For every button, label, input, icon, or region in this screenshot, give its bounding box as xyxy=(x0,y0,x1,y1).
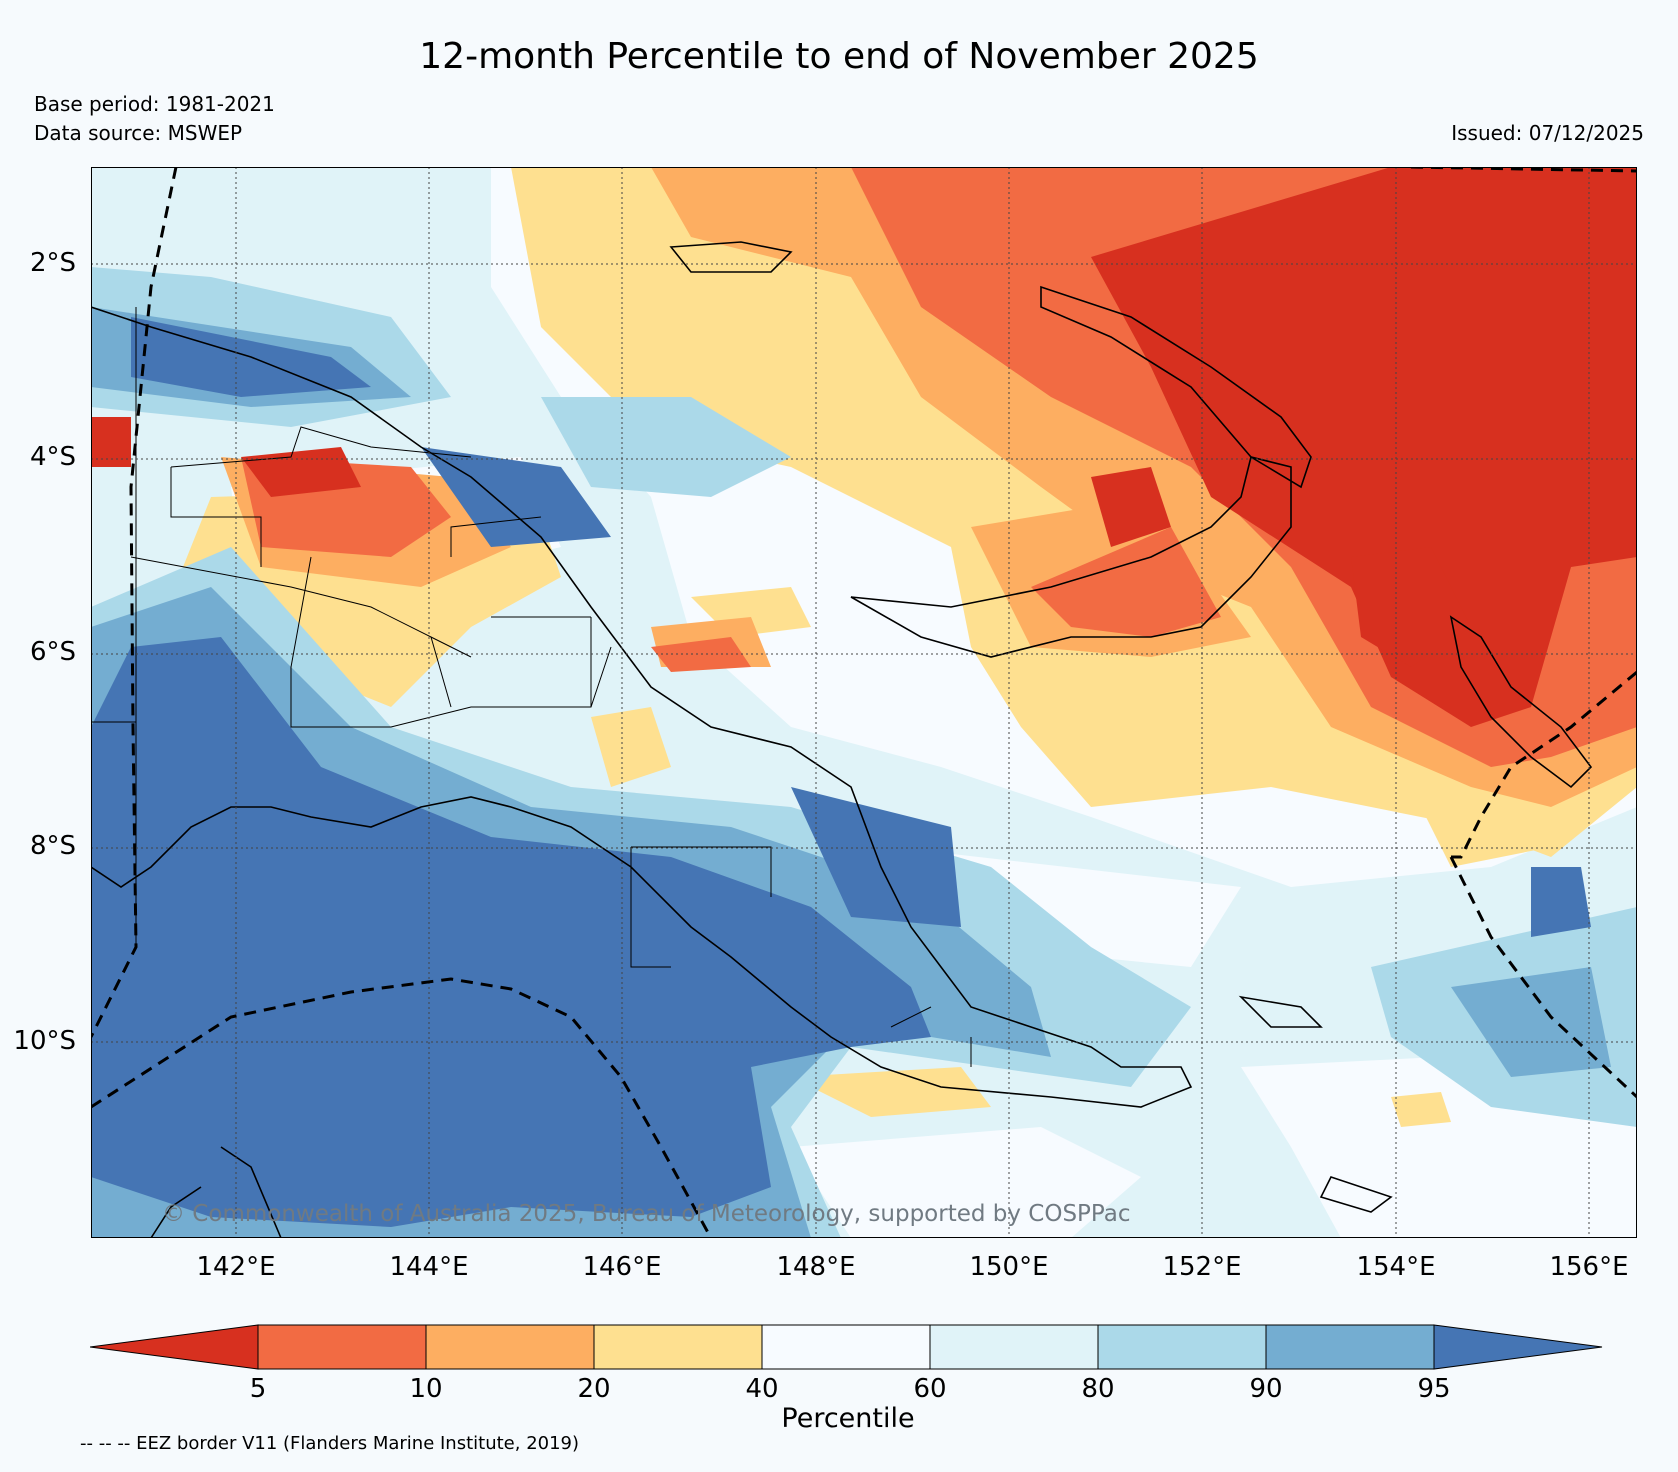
issued-date-text: Issued: 07/12/2025 xyxy=(1451,121,1644,145)
colorbar-segment-60-80 xyxy=(929,1324,1099,1370)
colorbar-segment-20-40 xyxy=(593,1324,763,1370)
lon-label-146e: 146°E xyxy=(582,1252,662,1282)
colorbar-segment-80-90 xyxy=(1097,1324,1267,1370)
percentile-map xyxy=(91,167,1637,1238)
colorbar-label: Percentile xyxy=(781,1403,915,1434)
colorbar xyxy=(90,1324,1603,1370)
colorbar-segment-90-95 xyxy=(1265,1324,1435,1370)
data-source-text: Data source: MSWEP xyxy=(34,121,243,145)
colorbar-segment-5-10 xyxy=(257,1324,427,1370)
base-period-text: Base period: 1981-2021 xyxy=(34,92,275,116)
lon-label-142e: 142°E xyxy=(196,1252,276,1282)
lat-label-2s: 2°S xyxy=(29,248,76,278)
graticule xyxy=(91,167,1637,1238)
colorbar-segment-10-20 xyxy=(425,1324,595,1370)
colorbar-segment-below-5 xyxy=(90,1324,259,1370)
colorbar-tick-60: 60 xyxy=(913,1374,947,1404)
colorbar-tick-90: 90 xyxy=(1249,1374,1283,1404)
map-canvas xyxy=(91,167,1637,1238)
province-borders xyxy=(91,307,972,1067)
colorbar-segment-above-95 xyxy=(1433,1324,1603,1370)
lon-label-156e: 156°E xyxy=(1549,1252,1629,1282)
colorbar-tick-40: 40 xyxy=(745,1374,779,1404)
lon-label-154e: 154°E xyxy=(1356,1252,1436,1282)
lon-label-148e: 148°E xyxy=(776,1252,856,1282)
colorbar-tick-5: 5 xyxy=(249,1374,267,1404)
coastlines xyxy=(91,241,1593,1238)
colorbar-tick-10: 10 xyxy=(409,1374,443,1404)
copyright-text: © Commonwealth of Australia 2025, Bureau… xyxy=(162,1201,1131,1227)
lat-label-4s: 4°S xyxy=(29,442,76,472)
map-title: 12-month Percentile to end of November 2… xyxy=(419,36,1259,77)
colorbar-segment-40-60 xyxy=(761,1324,931,1370)
lon-label-144e: 144°E xyxy=(389,1252,469,1282)
lat-label-8s: 8°S xyxy=(29,831,76,861)
field-below-5 xyxy=(91,167,1637,727)
map-border xyxy=(91,167,1637,1238)
colorbar-tick-80: 80 xyxy=(1081,1374,1115,1404)
lat-label-6s: 6°S xyxy=(29,637,76,667)
eez-borders xyxy=(91,167,1637,1238)
colorbar-tick-95: 95 xyxy=(1417,1374,1451,1404)
eez-legend-note: -- -- -- EEZ border V11 (Flanders Marine… xyxy=(80,1433,580,1454)
colorbar-tick-20: 20 xyxy=(577,1374,611,1404)
lon-label-152e: 152°E xyxy=(1162,1252,1242,1282)
field-95-plus-core xyxy=(91,317,1591,1227)
lat-label-10s: 10°S xyxy=(13,1026,76,1056)
lon-label-150e: 150°E xyxy=(969,1252,1049,1282)
